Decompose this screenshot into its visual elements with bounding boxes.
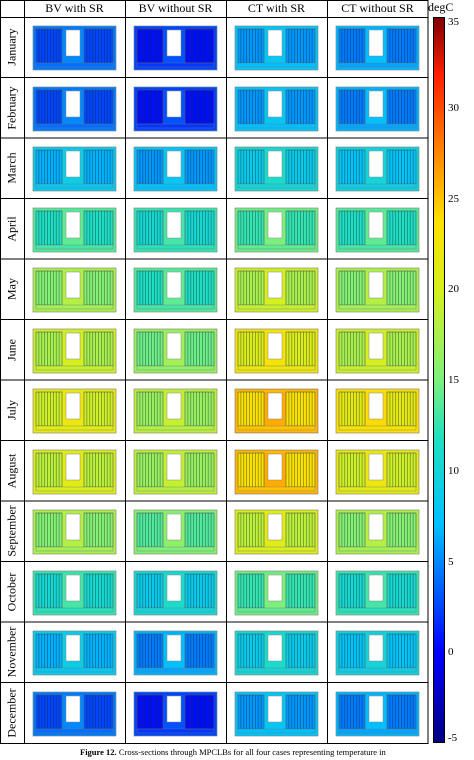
colorbar-tick: 30 (448, 101, 459, 114)
row-label-june: June (1, 320, 23, 381)
cross-section-december-3 (226, 683, 327, 744)
cross-section-april-3 (226, 199, 327, 260)
cross-section-august-2 (125, 441, 226, 502)
column-header-4: CT without SR (341, 1, 414, 15)
cross-section-october-3 (226, 562, 327, 623)
cross-section-august-1 (24, 441, 125, 502)
row-label-text: November (4, 626, 19, 678)
row-label-october: October (1, 562, 23, 623)
cross-section-january-2 (125, 17, 226, 78)
cross-section-july-4 (327, 380, 428, 441)
figure-caption: Figure 12. Cross-sections through MPCLBs… (80, 747, 386, 757)
row-label-march: March (1, 138, 23, 199)
cross-section-july-2 (125, 380, 226, 441)
row-label-text: June (4, 338, 19, 361)
cross-section-august-3 (226, 441, 327, 502)
cross-section-october-1 (24, 562, 125, 623)
cross-section-november-2 (125, 622, 226, 683)
colorbar-tick: 10 (448, 464, 459, 477)
cross-section-november-3 (226, 622, 327, 683)
row-label-may: May (1, 259, 23, 320)
cross-section-march-1 (24, 138, 125, 199)
cross-section-june-1 (24, 320, 125, 381)
cross-section-october-2 (125, 562, 226, 623)
cross-section-march-3 (226, 138, 327, 199)
cross-section-january-1 (24, 17, 125, 78)
row-label-text: December (4, 688, 19, 738)
colorbar-tick: 25 (448, 192, 459, 205)
cross-section-june-4 (327, 320, 428, 381)
cross-section-october-4 (327, 562, 428, 623)
colorbar-tick: 0 (448, 646, 454, 659)
cross-section-january-3 (226, 17, 327, 78)
colorbar-tick: 15 (448, 374, 459, 386)
colorbar-tick: 20 (448, 283, 459, 296)
cross-section-march-2 (125, 138, 226, 199)
cross-section-june-3 (226, 320, 327, 381)
cross-section-september-1 (24, 501, 125, 562)
cross-section-july-3 (226, 380, 327, 441)
cross-section-august-4 (327, 441, 428, 502)
column-header-2: BV without SR (138, 1, 213, 15)
cross-section-november-4 (327, 622, 428, 683)
row-label-text: April (4, 216, 19, 242)
colorbar-tick: -5 (448, 732, 458, 744)
row-label-september: September (1, 501, 23, 562)
row-label-text: August (4, 453, 19, 489)
colorbar-tick: 5 (448, 555, 454, 568)
cross-section-september-4 (327, 501, 428, 562)
cross-section-may-4 (327, 259, 428, 320)
cross-section-may-2 (125, 259, 226, 320)
cross-section-december-1 (24, 683, 125, 744)
column-header-1: BV with SR (45, 1, 104, 15)
row-label-november: November (1, 622, 23, 683)
cross-section-january-4 (327, 17, 428, 78)
cross-section-may-1 (24, 259, 125, 320)
cross-section-february-4 (327, 78, 428, 139)
column-header-3: CT with SR (247, 1, 306, 15)
row-label-january: January (1, 17, 23, 78)
cross-section-december-2 (125, 683, 226, 744)
row-label-text: May (4, 278, 19, 301)
caption-text: Cross-sections through MPCLBs for all fo… (118, 747, 386, 757)
cross-section-september-2 (125, 501, 226, 562)
row-label-text: March (4, 152, 19, 184)
cross-section-july-1 (24, 380, 125, 441)
row-label-december: December (1, 683, 23, 744)
row-label-text: January (4, 28, 19, 66)
row-label-july: July (1, 380, 23, 441)
row-label-august: August (1, 441, 23, 502)
cross-section-april-4 (327, 199, 428, 260)
cross-section-february-2 (125, 78, 226, 139)
colorbar-tick: 35 (448, 16, 459, 28)
cross-section-february-3 (226, 78, 327, 139)
row-label-text: July (4, 400, 19, 421)
cross-section-june-2 (125, 320, 226, 381)
caption-label: Figure 12. (80, 747, 117, 757)
cross-section-may-3 (226, 259, 327, 320)
row-label-text: September (4, 505, 19, 557)
row-label-february: February (1, 78, 23, 139)
cross-section-march-4 (327, 138, 428, 199)
cross-section-february-1 (24, 78, 125, 139)
row-label-april: April (1, 199, 23, 260)
cross-section-december-4 (327, 683, 428, 744)
cross-section-april-1 (24, 199, 125, 260)
cross-section-september-3 (226, 501, 327, 562)
cross-section-april-2 (125, 199, 226, 260)
row-label-text: October (4, 572, 19, 612)
cross-section-november-1 (24, 622, 125, 683)
colorbar (433, 17, 445, 743)
row-label-text: February (4, 86, 19, 130)
colorbar-title: degC (428, 0, 454, 14)
